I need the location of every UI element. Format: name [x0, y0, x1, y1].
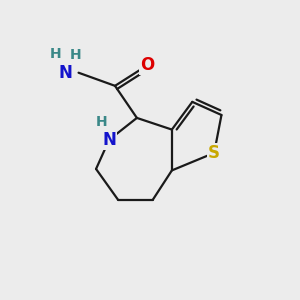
- Text: H: H: [70, 48, 81, 62]
- Text: N: N: [58, 64, 72, 82]
- Text: H: H: [50, 47, 61, 61]
- Text: O: O: [140, 56, 154, 74]
- Text: H: H: [96, 115, 108, 129]
- Text: S: S: [208, 144, 220, 162]
- Text: N: N: [102, 131, 116, 149]
